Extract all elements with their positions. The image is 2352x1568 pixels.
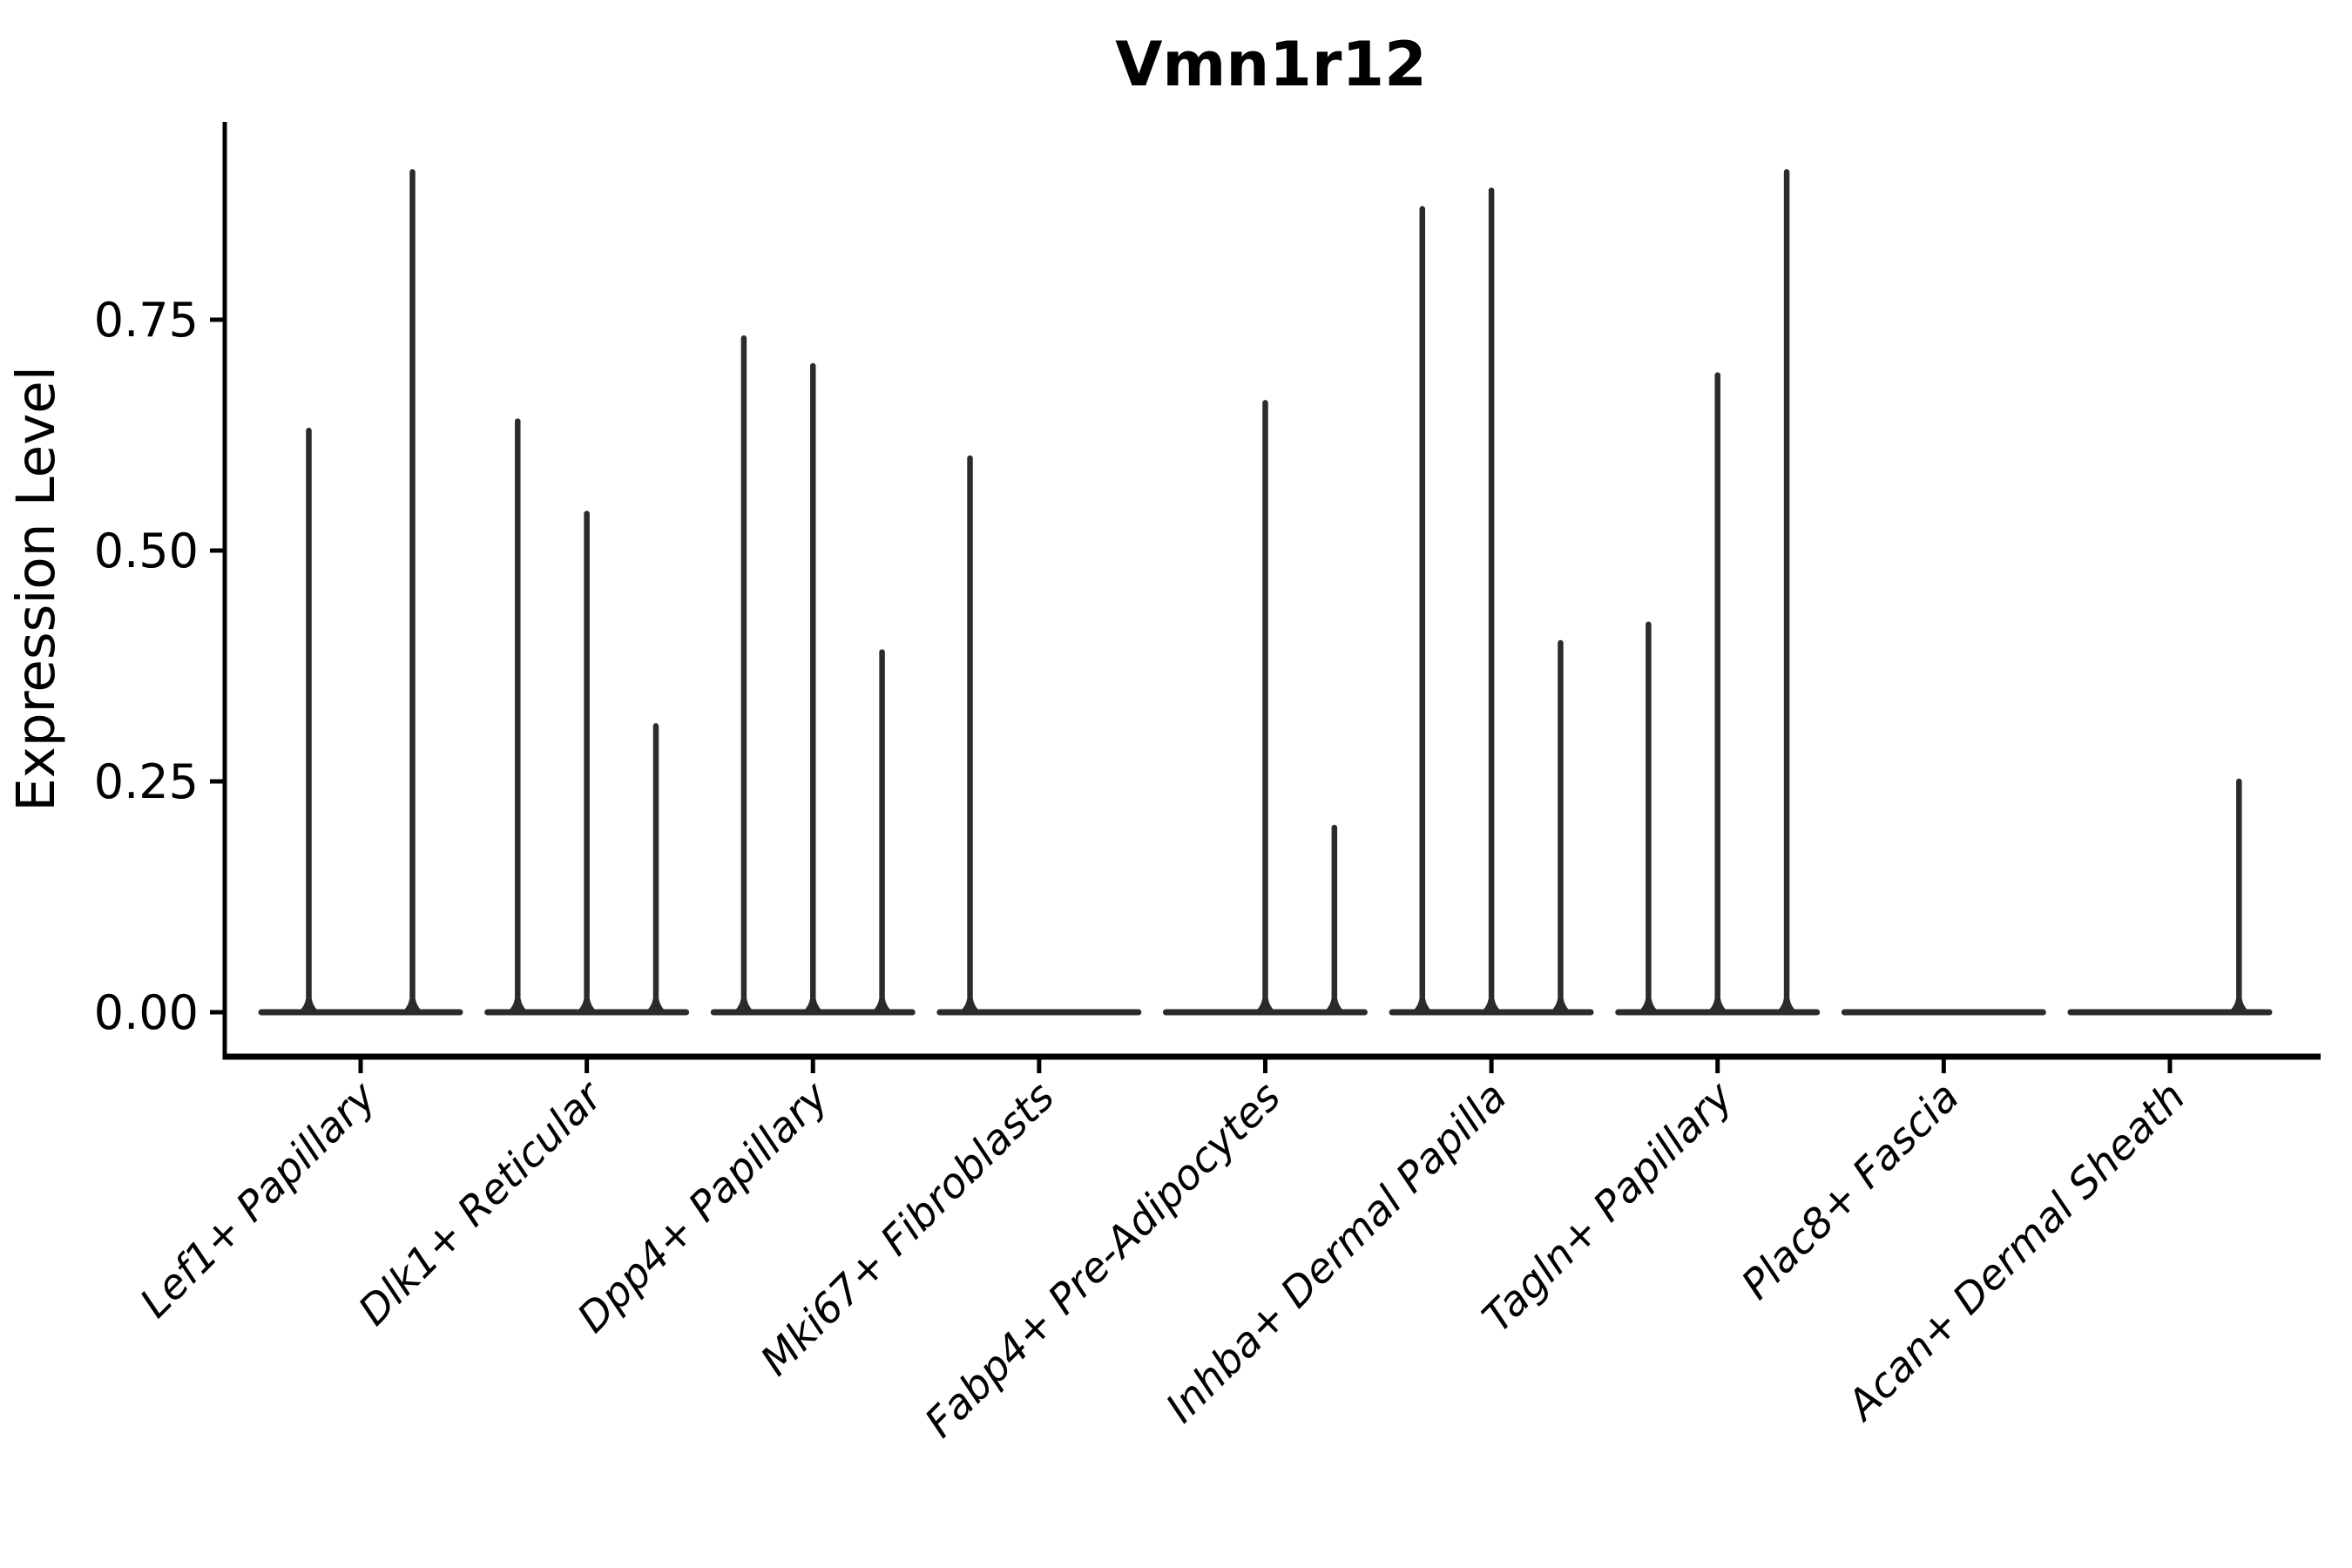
- y-tick-labels: 0.00 0.25 0.50 0.75: [94, 293, 199, 1040]
- violins: [258, 169, 2273, 1016]
- violin-group: [484, 418, 690, 1016]
- chart-title: Vmn1r12: [1115, 29, 1427, 100]
- violin-group: [1162, 400, 1368, 1016]
- x-tick-label: Tagln+ Papillary: [1473, 1072, 1743, 1342]
- y-tick-label: 0.25: [94, 754, 199, 809]
- x-tick-label: Dlk1+ Reticular: [349, 1071, 613, 1335]
- x-tick-label: Lef1+ Papillary: [131, 1072, 386, 1328]
- violin-group: [258, 169, 463, 1016]
- violin-group: [1615, 169, 1821, 1016]
- violin-group: [936, 455, 1142, 1016]
- x-tick-label: Dpp4+ Papillary: [569, 1072, 839, 1342]
- violin-group: [2067, 778, 2273, 1016]
- x-tick-label: Plac8+ Fascia: [1733, 1073, 1969, 1309]
- y-tick-label: 0.00: [94, 985, 199, 1040]
- y-tick-label: 0.75: [94, 293, 199, 348]
- x-tick-label: Fabp4+ Pre-Adipocytes: [916, 1073, 1289, 1447]
- violin-group: [710, 335, 916, 1016]
- violin-group: [1389, 187, 1594, 1016]
- axes: [210, 122, 2321, 1073]
- y-axis-label: Expression Level: [5, 366, 67, 812]
- y-tick-label: 0.50: [94, 524, 199, 578]
